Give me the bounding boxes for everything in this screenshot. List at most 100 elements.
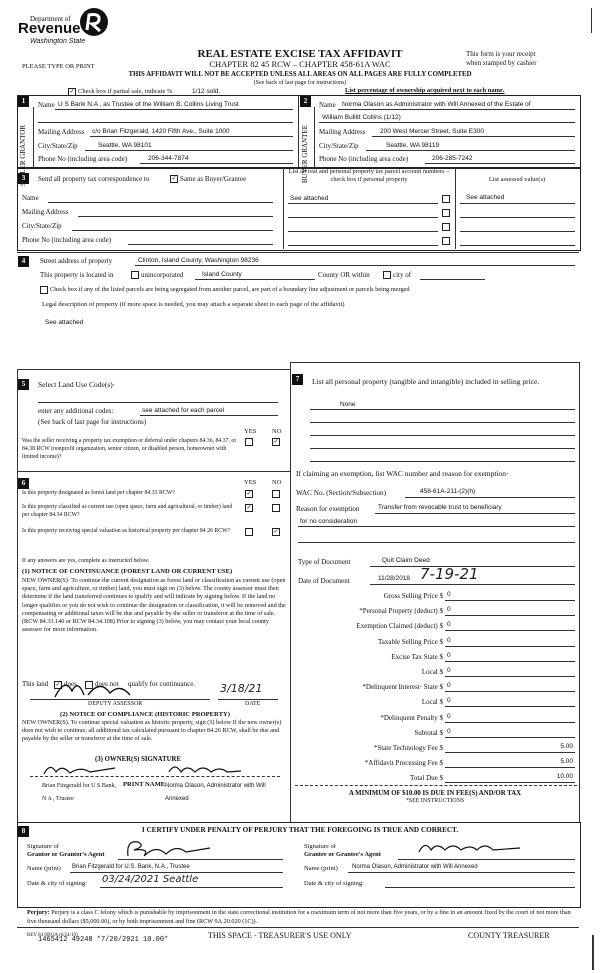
segregate-checkbox[interactable] [40,286,48,294]
fee-label: Local $ [421,668,443,676]
label: Date & city of signing: [304,880,364,887]
buyer-name-field[interactable]: Norma Olason as Administrator with Will … [342,101,531,108]
owner-signature-label: (3) OWNER(S) SIGNATURE [95,756,181,763]
street-address-field[interactable]: Clinton, Island County, Washington 98236 [138,257,259,264]
fee-value-field[interactable]: 0 [447,697,451,705]
fee-value-field[interactable]: 0 [447,636,451,644]
minimum-note: A MINIMUM OF $10.00 IS DUE IN FEE(S) AND… [348,790,522,797]
field-line [298,542,575,543]
seller-name-field[interactable]: U S Bank N.A , as Trustee of the William… [58,101,239,108]
divider [33,107,34,167]
exemption-question: Was the seller receiving a property tax … [22,438,237,460]
personal-property-checkbox[interactable] [442,223,450,231]
county-field[interactable]: Island County [202,271,242,278]
print-name-field[interactable]: Norma Olason, Administrator with Will An… [165,783,266,802]
field-line [195,279,315,280]
fee-value-field[interactable]: 0 [447,667,451,674]
tax-city-field[interactable] [72,230,273,231]
label: This land [22,680,49,688]
grantee-name-field[interactable]: Norma Olason, Administrator with Will An… [352,864,478,870]
question-yes-checkbox[interactable]: ✓ [245,504,253,512]
buyer-mailing-field[interactable]: 200 West Mercer Street, Suite E300 [380,128,484,135]
q1-no-checkbox[interactable]: ✓ [272,438,280,446]
question-yes-checkbox[interactable]: ✓ [245,490,253,498]
assessed-value-field[interactable]: See attached [466,194,505,201]
fee-label: *Delinquent Interest· State $ [362,683,443,692]
seller-phone-field[interactable]: 206-344-7874 [148,155,189,162]
fee-value-field[interactable]: 0 [447,591,451,598]
tax-name-field[interactable] [48,202,273,203]
buyer-phone-field[interactable]: 206-285-7242 [432,155,473,162]
question-no-checkbox[interactable] [272,504,280,512]
wac-field[interactable]: 458-61A-211-(2)(h) [420,488,476,495]
parcel-number-field[interactable]: See attached [290,195,329,202]
personal-property-field[interactable]: None [340,401,356,408]
label: Street address of property [40,257,113,265]
field-line [460,203,575,204]
fee-label: Taxable Selling Price $ [377,637,443,646]
seller-mailing-field[interactable]: c/o Brian Fitzgerald, 1420 Fifth Ave., S… [92,128,230,135]
field-line [370,584,575,585]
logo-state: Washington State [30,38,86,45]
document-date-field[interactable]: 11/28/2018 [378,575,411,582]
personal-property-checkbox[interactable] [442,209,450,217]
legal-description-field[interactable]: See attached [45,319,84,326]
reason-field[interactable]: Transfer from revocable trust to benefic… [378,504,502,511]
label: Mailing Address [319,128,366,136]
field-line [348,872,575,873]
additional-codes-field[interactable]: see attached for each parcel [142,407,225,414]
field-line [445,706,575,708]
logo-mark-icon [80,8,108,36]
field-line [310,409,575,410]
question-no-checkbox[interactable]: ✓ [272,528,280,536]
buyer-city-field[interactable]: Seattle, WA 98119 [386,142,440,149]
question-yes-checkbox[interactable] [245,528,253,536]
section-number: 6 [18,478,29,489]
same-as-buyer-checkbox[interactable]: ✓ [170,175,178,183]
question-no-checkbox[interactable] [272,490,280,498]
q1-yes-checkbox[interactable] [245,438,253,446]
label: County OR within [318,271,370,279]
fee-value-field[interactable]: 0 [447,606,451,614]
fee-value-field[interactable]: 5.00 [560,758,573,766]
personal-property-checkbox[interactable] [442,237,450,245]
label: Phone No (including area code) [22,236,112,244]
fee-value-field[interactable]: 0 [447,727,451,735]
unincorporated-checkbox[interactable] [131,271,139,279]
document-type-field[interactable]: Quit Claim Deed [382,557,430,564]
does-checkbox[interactable]: ✓ [54,681,62,689]
section-number: 1 [18,96,29,107]
fee-value-field[interactable]: 0 [447,621,451,629]
grantor-signature[interactable] [120,836,215,860]
personal-property-checkbox[interactable] [442,195,450,203]
form-chapter: CHAPTER 82 45 RCW – CHAPTER 458-61A WAC [209,59,391,69]
grantor-name-field[interactable]: Brian Fitzgerald for U.S. Bank, N.A., Tr… [72,864,190,870]
reason-field-line2[interactable]: for no consideration [300,518,358,525]
fee-value-field[interactable]: 10.00 [556,773,573,781]
divider [17,471,290,472]
divider [17,252,579,253]
fee-label: Gross Selling Price $ [383,592,443,600]
field-line [445,615,575,617]
buyer-name-line2[interactable]: William Bullitt Collins (1/12) [322,114,401,121]
city-field[interactable] [420,279,485,280]
fee-value-field[interactable]: 0 [447,651,451,659]
section-number: 7 [292,374,303,385]
fee-value-field[interactable]: 5.00 [560,743,573,750]
partial-sale-value[interactable]: 1/12 sold. [192,88,221,95]
grantee-signature[interactable] [415,838,525,858]
field-line [385,887,575,888]
field-line [55,109,293,110]
tax-mailing-field[interactable] [78,216,273,217]
land-use-field[interactable] [38,402,278,403]
fee-value-field[interactable]: 0 [447,712,451,720]
fee-value-field[interactable]: 0 [447,682,451,690]
section-number: 8 [18,826,29,837]
label: City/State/Zip [319,142,359,150]
city-checkbox[interactable] [383,271,391,279]
does-not-checkbox[interactable] [85,681,93,689]
seller-city-field[interactable]: Seattle, WA 98101 [98,142,152,149]
tax-phone-field[interactable] [128,244,273,245]
grantor-date-field[interactable]: 03/24/2021 Seattle [102,874,199,885]
field-line [310,448,575,449]
